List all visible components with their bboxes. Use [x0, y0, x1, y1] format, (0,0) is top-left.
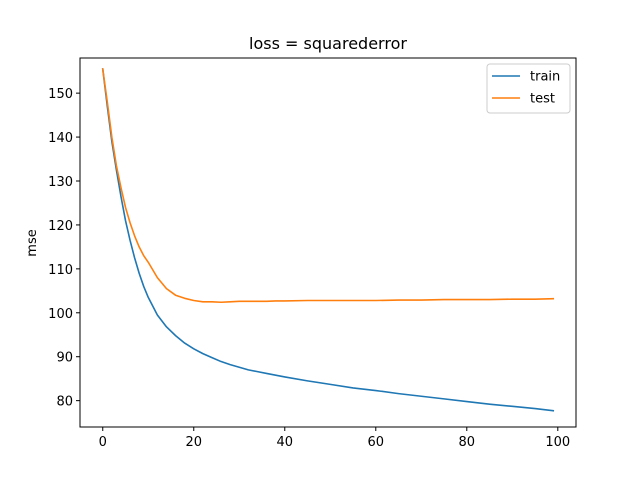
y-tick-label: 90	[56, 351, 73, 366]
y-axis: 80 90 100 110 120 130 140 150	[48, 87, 80, 410]
x-tick-label: 0	[99, 435, 107, 450]
x-tick-label: 40	[276, 435, 293, 450]
series-line-train	[101, 68, 555, 412]
x-tick-label: 60	[368, 435, 385, 450]
legend: train test	[486, 63, 571, 114]
plot-lines	[101, 68, 555, 412]
x-tick-label: 20	[185, 435, 202, 450]
y-tick-label: 140	[48, 131, 73, 146]
y-tick-label: 110	[48, 263, 73, 278]
y-tick-label: 100	[48, 307, 73, 322]
chart-title: loss = squarederror	[249, 34, 407, 53]
series-line-test	[101, 68, 555, 304]
plot-frame	[79, 57, 577, 428]
y-tick-label: 130	[48, 175, 73, 190]
y-tick-label: 150	[48, 87, 73, 102]
y-axis-label: mse	[25, 229, 40, 256]
x-tick-label: 80	[459, 435, 476, 450]
legend-label-train: train	[530, 70, 560, 85]
x-tick-label: 100	[545, 435, 570, 450]
y-tick-label: 80	[56, 395, 73, 410]
y-tick-label: 120	[48, 219, 73, 234]
legend-label-test: test	[530, 92, 555, 107]
x-axis: 0 20 40 60 80 100	[99, 427, 570, 450]
